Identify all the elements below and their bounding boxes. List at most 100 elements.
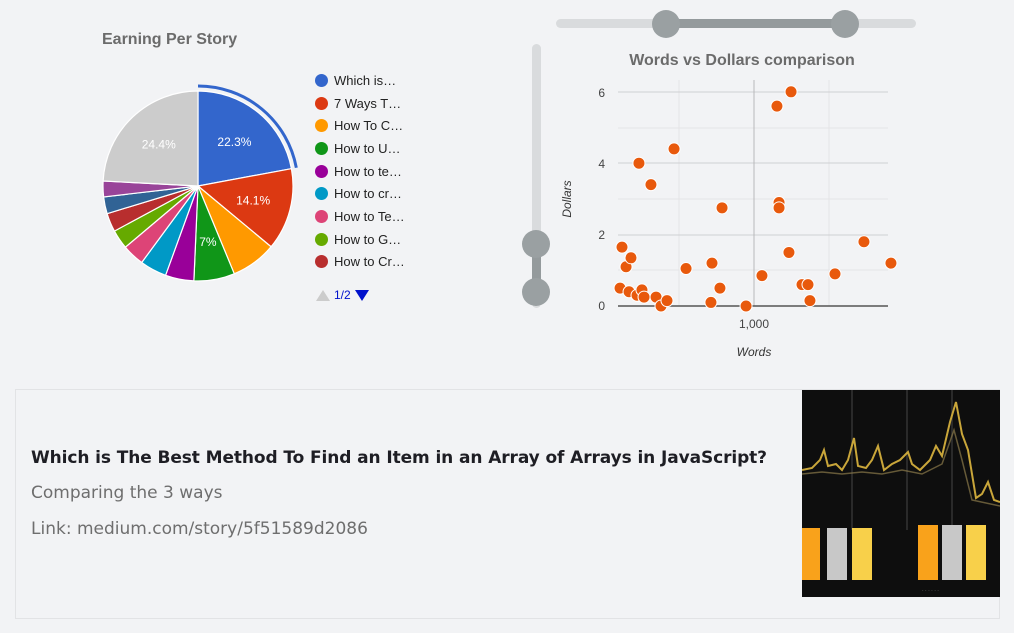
svg-text:4: 4: [598, 157, 605, 171]
triangle-up-icon[interactable]: [316, 289, 330, 301]
legend-item[interactable]: How to cr…: [315, 182, 405, 205]
pie-slice-label: 22.3%: [217, 135, 251, 149]
legend-page-label: 1/2: [334, 288, 351, 302]
legend-item[interactable]: How to U…: [315, 137, 405, 160]
slider-selected-range: [532, 244, 541, 292]
legend-dot-icon: [315, 73, 328, 87]
scatter-point[interactable]: [739, 299, 753, 313]
scatter-point[interactable]: [772, 201, 786, 215]
legend-label: How to G…: [334, 231, 402, 247]
minor-gridlines: [618, 80, 888, 306]
slider-min-thumb[interactable]: [522, 278, 550, 306]
legend-item[interactable]: How to te…: [315, 160, 405, 183]
pie-slice-label: 24.4%: [142, 138, 176, 152]
pie-slice[interactable]: [196, 167, 294, 248]
story-subtitle: Comparing the 3 ways: [31, 483, 223, 503]
legend-item[interactable]: Which is…: [315, 69, 405, 92]
scatter-point[interactable]: [772, 195, 786, 209]
legend-item[interactable]: How to G…: [315, 228, 405, 251]
scatter-points: [613, 85, 898, 313]
scatter-point[interactable]: [713, 281, 727, 295]
scatter-point[interactable]: [619, 260, 633, 274]
dollars-range-slider[interactable]: [521, 44, 551, 308]
legend-label: How to U…: [334, 140, 401, 156]
legend-dot-icon: [315, 96, 328, 110]
pie-legend: Which is… 7 Ways T… How To C… How to U… How …: [315, 69, 405, 273]
scatter-point[interactable]: [660, 294, 674, 308]
legend-label: Which is…: [334, 72, 397, 88]
x-axis-tick: 1,000: [739, 317, 769, 331]
scatter-point[interactable]: [803, 294, 817, 308]
major-gridlines: [618, 80, 888, 306]
scatter-point[interactable]: [828, 267, 842, 281]
scatter-point[interactable]: [635, 283, 649, 297]
legend-dot-icon: [315, 232, 328, 246]
scatter-point[interactable]: [613, 281, 627, 295]
legend-dot-icon: [315, 187, 328, 201]
scatter-point[interactable]: [649, 290, 663, 304]
legend-dot-icon: [315, 209, 328, 223]
legend-item[interactable]: 7 Ways T…: [315, 92, 405, 115]
legend-item[interactable]: How to Te…: [315, 205, 405, 228]
slice-highlight-ring: [197, 84, 298, 169]
scatter-point[interactable]: [615, 240, 629, 254]
svg-text:· · · · · ·: · · · · · ·: [922, 588, 939, 594]
scatter-point[interactable]: [632, 156, 646, 170]
scatter-point[interactable]: [755, 269, 769, 283]
pie-slice[interactable]: [197, 90, 293, 187]
scatter-point[interactable]: [624, 251, 638, 265]
x-axis-label: Words: [737, 345, 772, 359]
scatter-chart-title: Words vs Dollars comparison: [629, 52, 855, 69]
scatter-point[interactable]: [679, 262, 693, 276]
legend-label: How To C…: [334, 118, 404, 134]
pie-slice[interactable]: [102, 90, 199, 187]
scatter-point[interactable]: [857, 235, 871, 249]
scatter-point[interactable]: [801, 278, 815, 292]
legend-label: 7 Ways T…: [334, 95, 402, 111]
scatter-point[interactable]: [630, 288, 644, 302]
scatter-point[interactable]: [644, 178, 658, 192]
legend-dot-icon: [315, 164, 328, 178]
slider-max-thumb[interactable]: [831, 10, 859, 38]
scatter-point[interactable]: [715, 201, 729, 215]
legend-dot-icon: [315, 141, 328, 155]
slider-min-thumb[interactable]: [652, 10, 680, 38]
legend-label: How to te…: [334, 163, 402, 179]
pie-chart[interactable]: 22.3% 14.1% 7% 24.4%: [0, 0, 310, 300]
y-axis-label: Dollars: [560, 180, 574, 217]
scatter-point[interactable]: [770, 99, 784, 113]
slider-max-thumb[interactable]: [522, 230, 550, 258]
scatter-point[interactable]: [637, 290, 651, 304]
pie-slice-label: 14.1%: [236, 193, 270, 207]
scatter-point[interactable]: [884, 256, 898, 270]
scatter-point[interactable]: [705, 256, 719, 270]
legend-label: How to cr…: [334, 186, 402, 202]
story-thumbnail: · · · · · ·: [802, 390, 1000, 597]
scatter-point[interactable]: [704, 295, 718, 309]
y-axis-ticks: 0 2 4 6: [598, 86, 605, 313]
legend-item[interactable]: How to Cr…: [315, 251, 405, 274]
slider-selected-range: [666, 19, 846, 28]
legend-item[interactable]: How To C…: [315, 114, 405, 137]
pie-slice-label: 7%: [199, 235, 217, 249]
svg-text:6: 6: [598, 86, 605, 100]
scatter-point[interactable]: [795, 278, 809, 292]
story-card[interactable]: Which is The Best Method To Find an Item…: [15, 389, 1000, 619]
scatter-point[interactable]: [654, 299, 668, 313]
scatter-point[interactable]: [784, 85, 798, 99]
scatter-point[interactable]: [622, 285, 636, 299]
legend-dot-icon: [315, 255, 328, 269]
scatter-point[interactable]: [782, 245, 796, 259]
story-link[interactable]: Link: medium.com/story/5f51589d2086: [31, 519, 368, 539]
svg-text:0: 0: [598, 299, 605, 313]
slider-track[interactable]: [532, 44, 541, 308]
legend-dot-icon: [315, 119, 328, 133]
legend-label: How to Cr…: [334, 254, 405, 270]
legend-pager: 1/2: [316, 288, 369, 302]
words-range-slider[interactable]: [556, 10, 916, 38]
triangle-down-icon[interactable]: [354, 289, 369, 301]
svg-text:2: 2: [598, 228, 605, 242]
pie-chart-title: Earning Per Story: [102, 31, 238, 48]
scatter-point[interactable]: [667, 142, 681, 156]
legend-label: How to Te…: [334, 208, 405, 224]
